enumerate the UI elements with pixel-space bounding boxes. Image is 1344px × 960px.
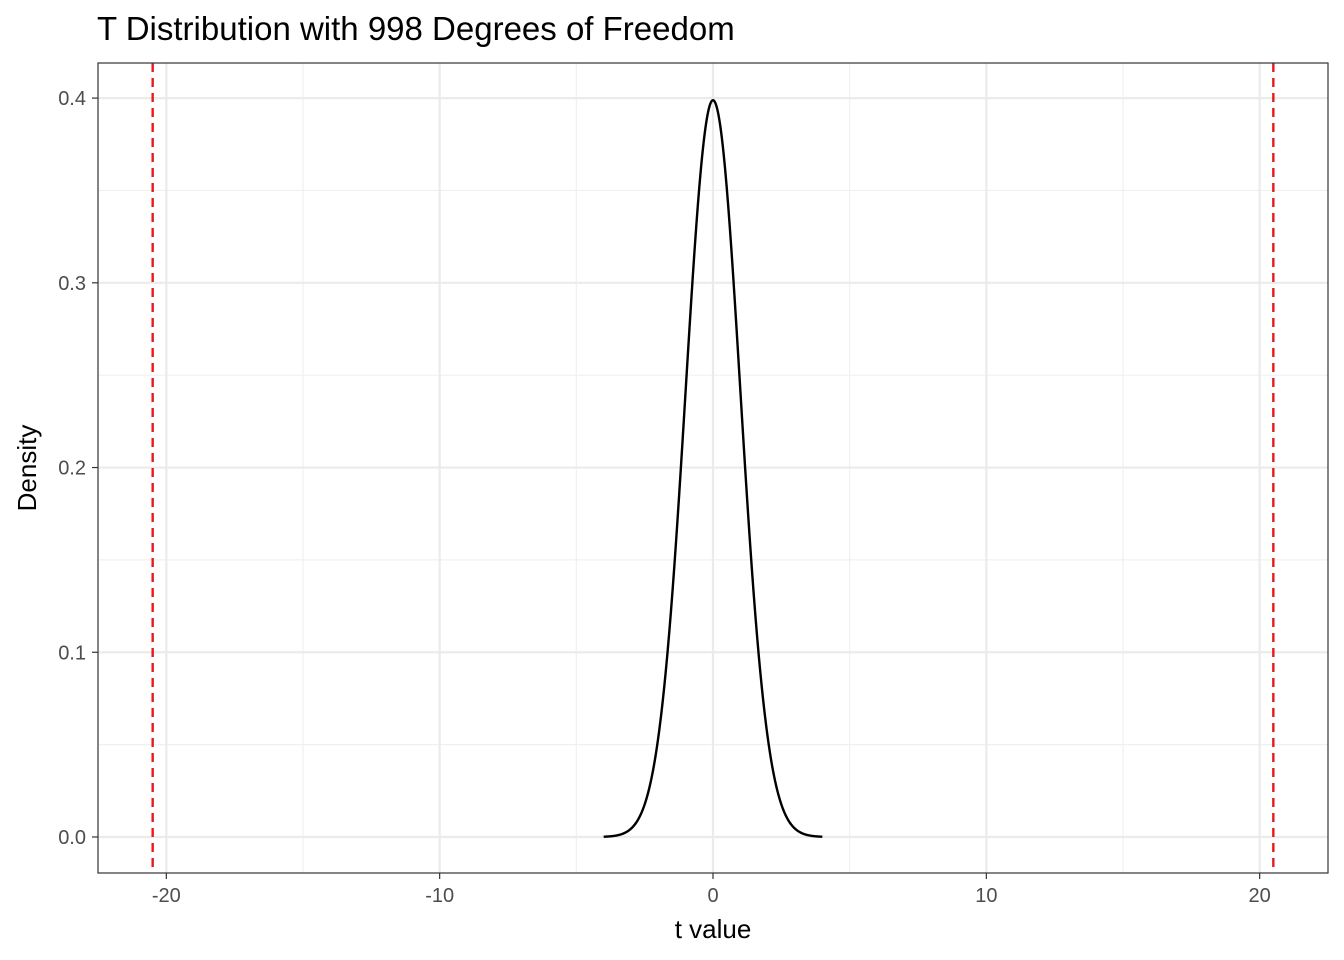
y-tick-label: 0.3 — [58, 273, 86, 295]
x-tick-label: 0 — [707, 885, 718, 907]
y-tick-label: 0.4 — [58, 88, 86, 110]
y-tick-label: 0.2 — [58, 458, 86, 480]
x-tick-label: -20 — [152, 885, 181, 907]
y-axis-title: Density — [12, 425, 42, 512]
x-axis: -20 -10 0 10 20 — [152, 873, 1271, 907]
reference-lines — [151, 63, 1275, 873]
y-tick-label: 0.1 — [58, 642, 86, 664]
chart-title: T Distribution with 998 Degrees of Freed… — [97, 10, 735, 47]
series-line-0 — [603, 99, 823, 838]
x-tick-label: 20 — [1249, 885, 1271, 907]
series-layer — [603, 99, 823, 838]
x-axis-title: t value — [675, 914, 752, 944]
y-axis: 0.0 0.1 0.2 0.3 0.4 — [58, 88, 98, 849]
major-gridlines — [98, 63, 1328, 873]
x-tick-label: 10 — [975, 885, 997, 907]
x-tick-label: -10 — [425, 885, 454, 907]
y-tick-label: 0.0 — [58, 827, 86, 849]
